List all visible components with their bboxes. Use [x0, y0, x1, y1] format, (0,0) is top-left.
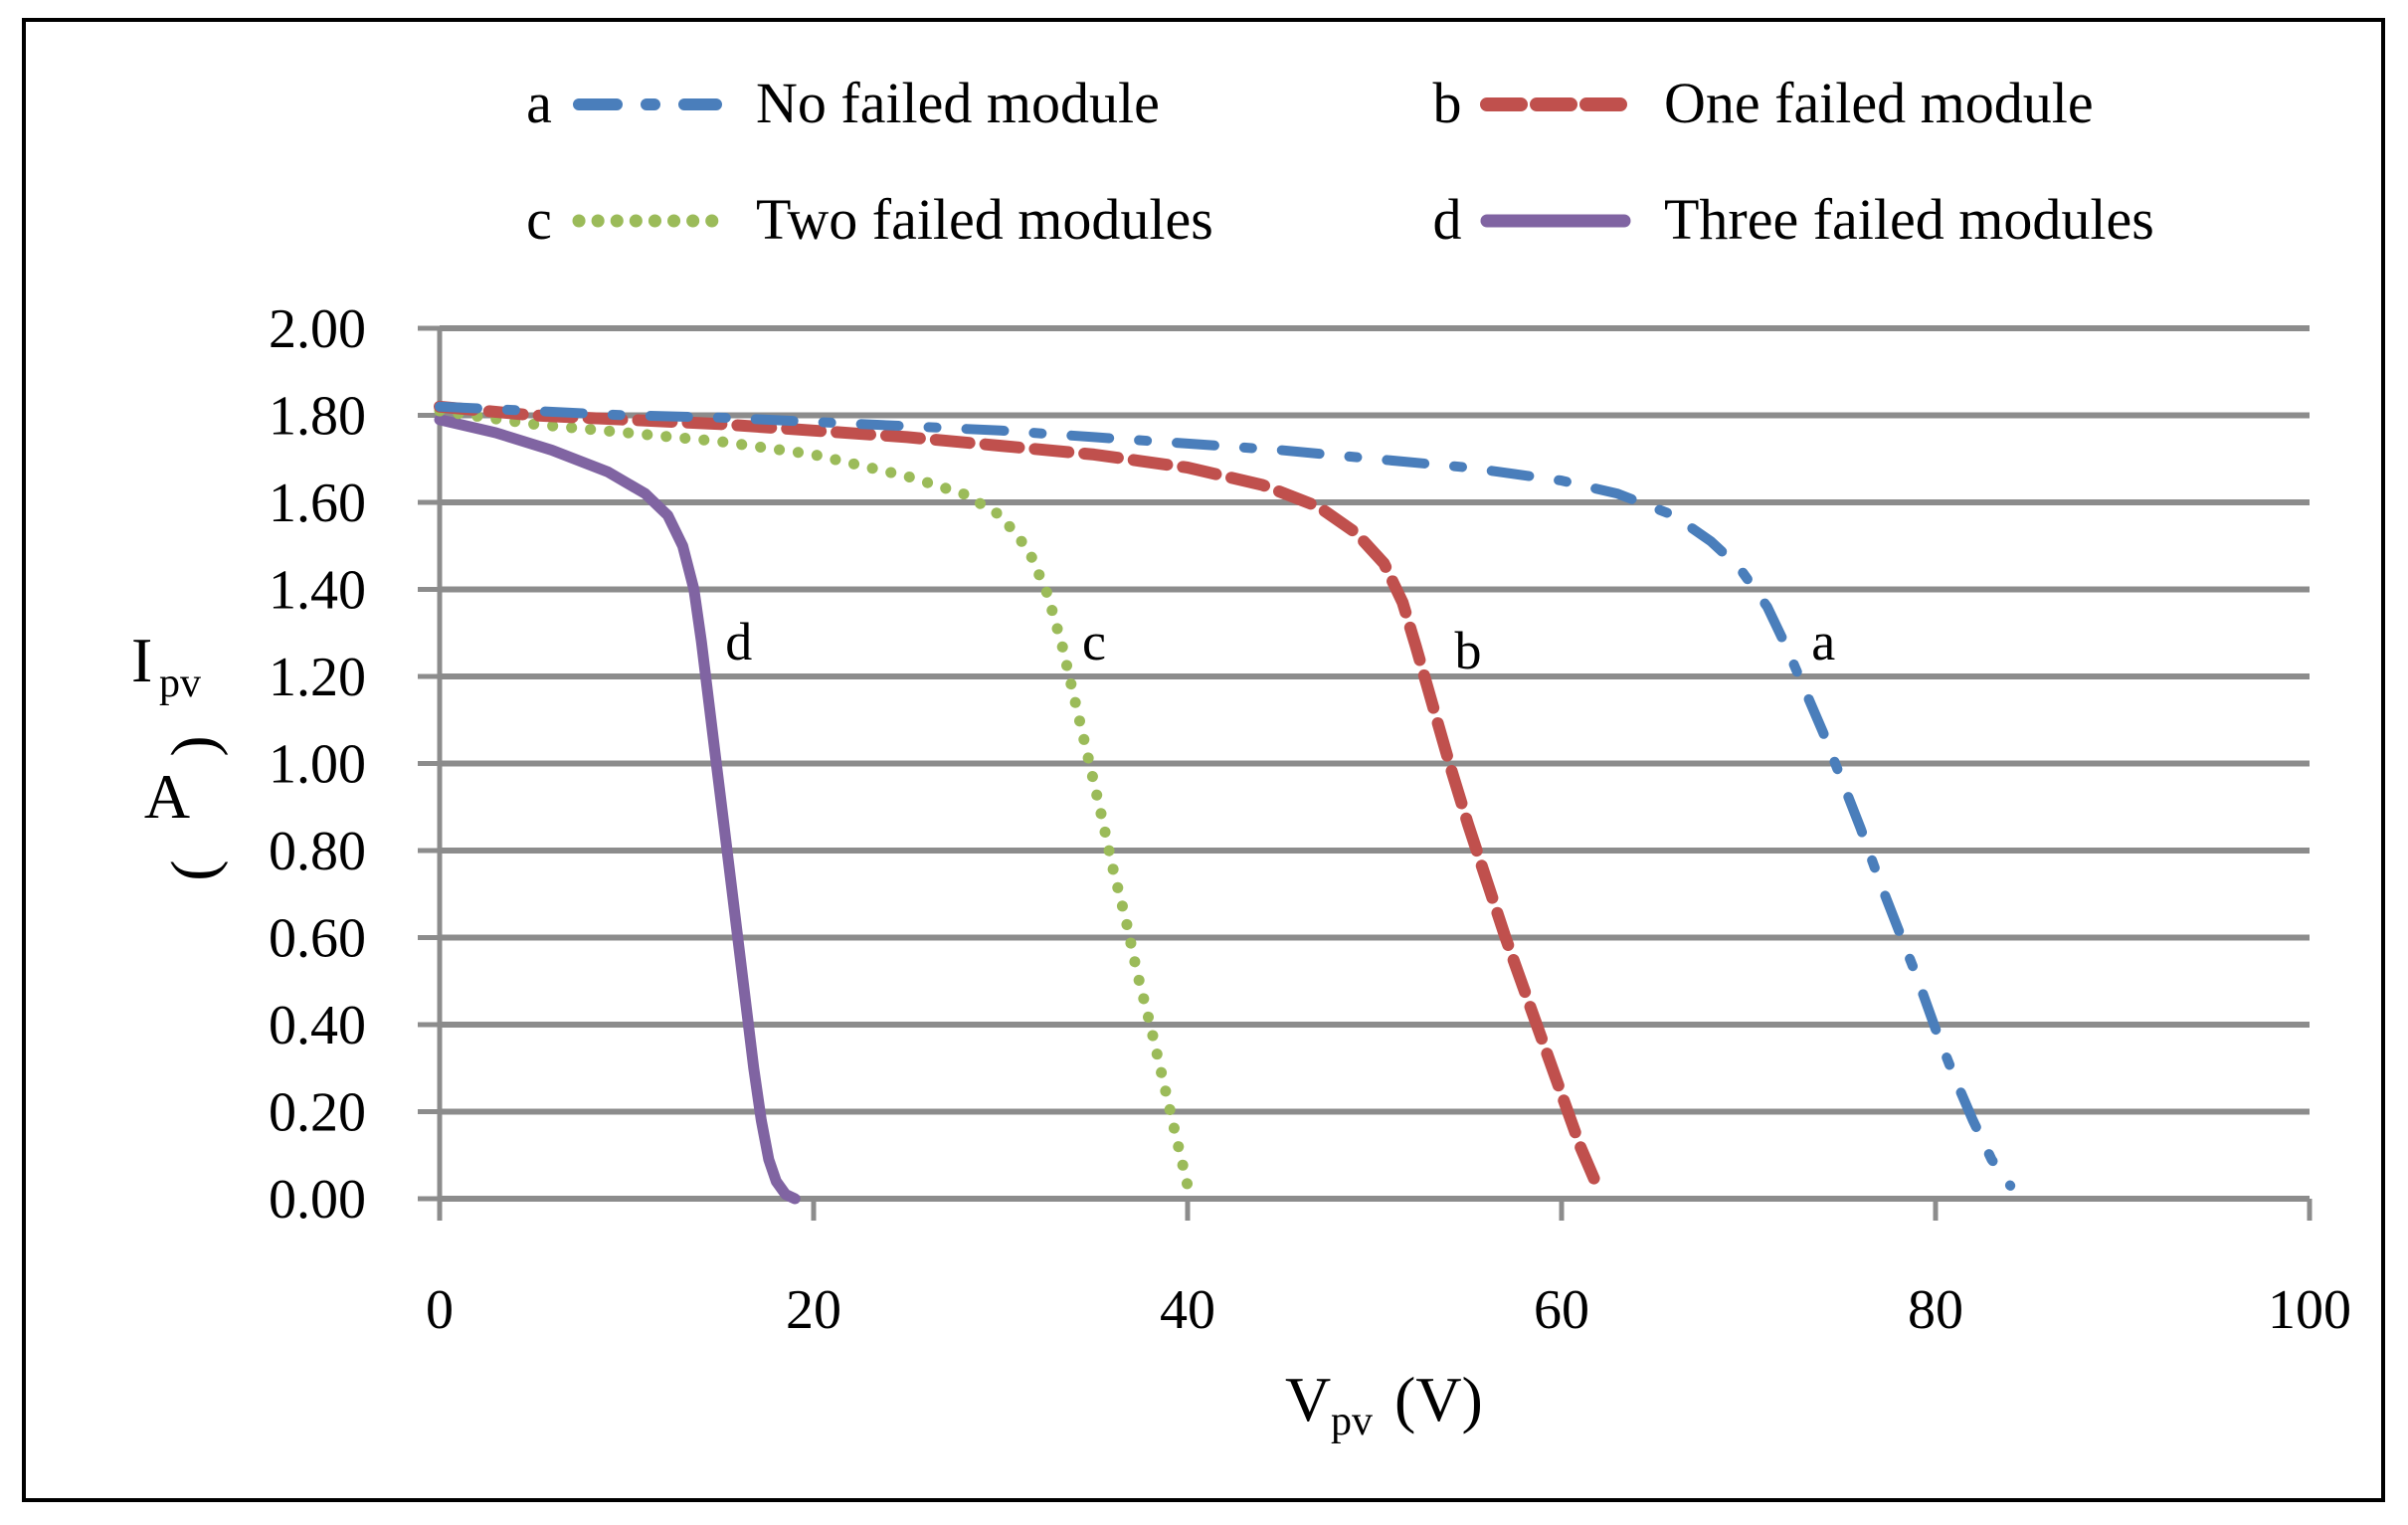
legend-item-c: c Two failed modules: [526, 187, 1213, 252]
y-tick-label-6: 1.20: [269, 647, 366, 708]
legend-key-c: c: [526, 187, 552, 252]
series-label-d: d: [725, 612, 752, 671]
legend-key-a: a: [526, 71, 552, 135]
legend-label-d: Three failed modules: [1664, 187, 2154, 252]
y-axis-title-main: I: [131, 625, 152, 695]
x-axis-title-sub: pv: [1331, 1399, 1373, 1444]
y-tick-label-2: 0.40: [269, 995, 366, 1056]
y-axis-title-unit: A: [144, 761, 190, 832]
legend-key-b: b: [1433, 71, 1462, 135]
legend: a No failed module b One failed module c Two …: [526, 71, 2154, 252]
legend-label-c: Two failed modules: [756, 187, 1213, 252]
legend-key-d: d: [1433, 187, 1462, 252]
series-label-a: a: [1811, 612, 1835, 671]
series-line-a: [435, 401, 2016, 1191]
y-tick-label-0: 0.00: [269, 1169, 366, 1231]
chart-frame: [22, 18, 2385, 1502]
series-label-b: b: [1455, 621, 1482, 680]
y-tick-label-1: 0.20: [269, 1082, 366, 1144]
x-tick-label-3: 60: [1534, 1279, 1589, 1341]
legend-label-a: No failed module: [756, 71, 1160, 135]
y-tick-label-3: 0.60: [269, 908, 366, 970]
legend-item-a: a No failed module: [526, 71, 1160, 135]
axes: [418, 325, 2313, 1221]
y-tick-label-10: 2.00: [269, 298, 366, 360]
series-line-c: [434, 405, 1194, 1192]
y-axis-title-paren-close: ): [170, 859, 241, 880]
x-axis-title: V pv (V): [1285, 1364, 1483, 1444]
x-tick-label-1: 20: [786, 1279, 841, 1341]
y-tick-label-8: 1.60: [269, 473, 366, 534]
x-axis-title-main: V: [1285, 1364, 1331, 1434]
series-labels: a b c d: [725, 612, 1835, 680]
y-tick-label-5: 1.00: [269, 734, 366, 796]
series-label-c: c: [1082, 612, 1106, 671]
legend-label-b: One failed module: [1664, 71, 2094, 135]
y-axis-title-paren-open: (: [170, 735, 241, 756]
x-axis-title-unit: (V): [1394, 1364, 1483, 1434]
y-tick-label-9: 1.80: [269, 386, 366, 448]
x-tick-label-2: 40: [1160, 1279, 1215, 1341]
series-line-b: [434, 400, 1605, 1197]
y-tick-label-4: 0.80: [269, 821, 366, 882]
tick-labels: 0.00 0.20 0.40 0.60 0.80 1.00 1.20 1.40 1.60 1.80…: [269, 298, 2351, 1341]
series-line-d: [434, 414, 801, 1205]
legend-item-d: d Three failed modules: [1433, 187, 2154, 252]
y-axis-title: I pv ( A ): [131, 625, 241, 881]
y-tick-label-7: 1.40: [269, 560, 366, 622]
series-lines: [434, 400, 2016, 1205]
legend-item-b: b One failed module: [1433, 71, 2094, 135]
x-tick-label-4: 80: [1908, 1279, 1963, 1341]
x-tick-label-5: 100: [2268, 1279, 2351, 1341]
y-axis-title-sub: pv: [159, 661, 201, 706]
x-tick-label-0: 0: [426, 1279, 454, 1341]
